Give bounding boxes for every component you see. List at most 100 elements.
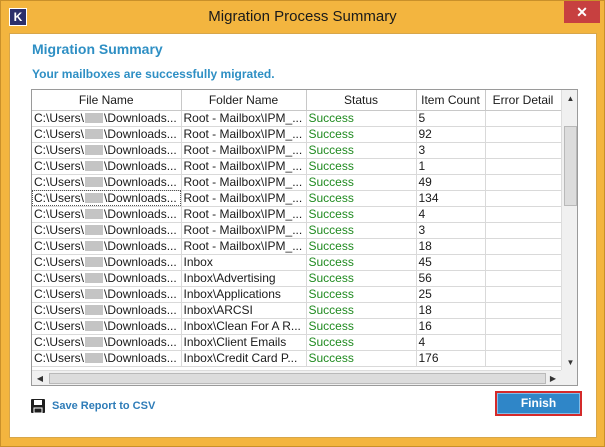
table-row[interactable]: C:\Users\ \Downloads... Root - Mailbox\IPM… [32,238,562,255]
redacted-username [85,129,104,140]
file-path-suffix: \Downloads... [104,142,177,157]
table-row[interactable]: C:\Users\ \Downloads... Inbox\ARCSI Success… [32,302,562,319]
migration-results-table: File Name Folder Name Status Item Count … [31,89,578,386]
column-header-error-detail[interactable]: Error Detail [485,90,562,111]
table-row[interactable]: C:\Users\ \Downloads... Inbox\Advertising S… [32,270,562,287]
scroll-down-arrow-icon[interactable]: ▼ [566,358,575,367]
file-path-suffix: \Downloads... [104,110,177,125]
cell-status: Success [306,286,417,303]
table-row[interactable]: C:\Users\ \Downloads... Root - Mailbox\IPM… [32,142,562,159]
cell-folder-name: Root - Mailbox\IPM_... [181,222,307,239]
vertical-scroll-thumb[interactable] [564,126,577,206]
cell-error-detail [485,174,562,191]
horizontal-scrollbar[interactable]: ◀ ▶ [32,370,561,385]
cell-status: Success [306,158,417,175]
cell-file-name: C:\Users\ \Downloads... [32,126,182,143]
finish-button[interactable]: Finish [495,391,582,416]
cell-error-detail [485,270,562,287]
table-row[interactable]: C:\Users\ \Downloads... Root - Mailbox\IPM… [32,206,562,223]
file-path-suffix: \Downloads... [104,318,177,333]
cell-status: Success [306,126,417,143]
file-path-suffix: \Downloads... [104,206,177,221]
cell-folder-name: Root - Mailbox\IPM_... [181,206,307,223]
table-row[interactable]: C:\Users\ \Downloads... Root - Mailbox\IPM… [32,158,562,175]
file-path-suffix: \Downloads... [104,222,177,237]
redacted-username [85,273,104,284]
cell-item-count: 49 [416,174,486,191]
floppy-disk-icon [31,399,45,414]
cell-folder-name: Inbox\Clean For A R... [181,318,307,335]
cell-error-detail [485,222,562,239]
file-path-suffix: \Downloads... [104,126,177,141]
cell-folder-name: Inbox\Credit Card P... [181,350,307,367]
cell-folder-name: Root - Mailbox\IPM_... [181,190,307,207]
cell-file-name: C:\Users\ \Downloads... [32,158,182,175]
success-message: Your mailboxes are successfully migrated… [32,67,275,81]
scroll-left-arrow-icon[interactable]: ◀ [36,374,44,383]
redacted-username [85,225,104,236]
redacted-username [85,145,104,156]
file-path-prefix: C:\Users\ [34,238,85,253]
cell-file-name: C:\Users\ \Downloads... [32,286,182,303]
close-button[interactable]: ✕ [564,1,600,23]
cell-file-name: C:\Users\ \Downloads... [32,142,182,159]
table-row[interactable]: C:\Users\ \Downloads... Inbox\Credit Card … [32,350,562,367]
vertical-scrollbar[interactable]: ▲ ▼ [561,90,577,371]
cell-file-name: C:\Users\ \Downloads... [32,318,182,335]
horizontal-scroll-thumb[interactable] [49,373,546,384]
summary-heading: Migration Summary [32,41,163,57]
cell-file-name: C:\Users\ \Downloads... [32,334,182,351]
column-header-folder-name[interactable]: Folder Name [181,90,307,111]
file-path-suffix: \Downloads... [104,286,177,301]
file-path-suffix: \Downloads... [104,158,177,173]
column-header-item-count[interactable]: Item Count [416,90,486,111]
cell-status: Success [306,142,417,159]
cell-item-count: 56 [416,270,486,287]
cell-status: Success [306,110,417,127]
cell-error-detail [485,142,562,159]
table-row[interactable]: C:\Users\ \Downloads... Inbox Success 45 [32,254,562,271]
cell-error-detail [485,158,562,175]
scroll-up-arrow-icon[interactable]: ▲ [566,94,575,103]
cell-status: Success [306,206,417,223]
column-header-status[interactable]: Status [306,90,417,111]
cell-item-count: 3 [416,222,486,239]
column-header-file-name[interactable]: File Name [32,90,182,111]
file-path-suffix: \Downloads... [104,190,177,205]
cell-status: Success [306,174,417,191]
table-row[interactable]: C:\Users\ \Downloads... Root - Mailbox\IPM… [32,174,562,191]
cell-folder-name: Root - Mailbox\IPM_... [181,238,307,255]
table-row[interactable]: C:\Users\ \Downloads... Root - Mailbox\IPM… [32,110,562,127]
scroll-right-arrow-icon[interactable]: ▶ [549,374,557,383]
cell-item-count: 4 [416,206,486,223]
redacted-username [85,321,104,332]
cell-error-detail [485,318,562,335]
cell-file-name: C:\Users\ \Downloads... [32,350,182,367]
cell-error-detail [485,110,562,127]
cell-status: Success [306,190,417,207]
results-grid: File Name Folder Name Status Item Count … [32,90,562,367]
table-row[interactable]: C:\Users\ \Downloads... Inbox\Applications… [32,286,562,303]
table-row[interactable]: C:\Users\ \Downloads... Root - Mailbox\IPM… [32,126,562,143]
cell-item-count: 16 [416,318,486,335]
table-row[interactable]: C:\Users\ \Downloads... Root - Mailbox\IPM… [32,190,562,207]
file-path-prefix: C:\Users\ [34,206,85,221]
cell-folder-name: Inbox\Applications [181,286,307,303]
cell-error-detail [485,254,562,271]
cell-error-detail [485,334,562,351]
table-row[interactable]: C:\Users\ \Downloads... Root - Mailbox\IPM… [32,222,562,239]
cell-error-detail [485,350,562,367]
cell-file-name: C:\Users\ \Downloads... [32,238,182,255]
file-path-prefix: C:\Users\ [34,318,85,333]
redacted-username [85,257,104,268]
file-path-prefix: C:\Users\ [34,110,85,125]
file-path-suffix: \Downloads... [104,270,177,285]
table-row[interactable]: C:\Users\ \Downloads... Inbox\Clean For A … [32,318,562,335]
redacted-username [85,353,104,364]
cell-file-name: C:\Users\ \Downloads... [32,190,182,207]
save-report-csv-link[interactable]: Save Report to CSV [30,397,155,415]
cell-folder-name: Inbox\Advertising [181,270,307,287]
cell-folder-name: Root - Mailbox\IPM_... [181,126,307,143]
table-row[interactable]: C:\Users\ \Downloads... Inbox\Client Email… [32,334,562,351]
